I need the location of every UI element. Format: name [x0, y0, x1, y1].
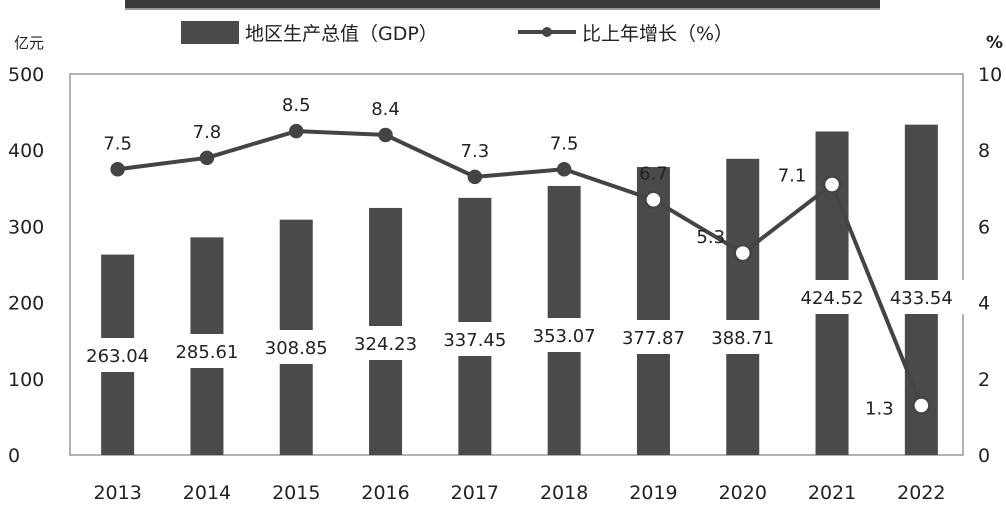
y-right-tick-label: 6 [978, 216, 990, 238]
line-value-label: 7.3 [461, 141, 490, 162]
line-point [199, 150, 215, 166]
line-value-label: 7.5 [103, 133, 132, 154]
y-left-tick-label: 400 [8, 140, 44, 162]
line-value-label: 7.8 [193, 122, 222, 143]
line-point [556, 162, 572, 177]
y-left-tick-label: 100 [8, 369, 44, 391]
x-tick-label: 2016 [361, 482, 409, 504]
legend-line-marker [542, 27, 552, 37]
legend: 地区生产总值（GDP） 比上年增长（%） [181, 21, 733, 45]
y-right-tick-label: 0 [978, 445, 990, 467]
growth-line [117, 129, 924, 407]
line-value-label: 8.4 [371, 99, 400, 120]
bar-label-box [878, 280, 965, 314]
y-axis-unit-right: % [986, 33, 1003, 53]
legend-bar-label: 地区生产总值（GDP） [245, 23, 438, 45]
line-value-label: 7.5 [550, 133, 579, 154]
x-axis-ticks: 2013 2014 2015 2016 2017 2018 2019 2020 2021 2022 [93, 482, 945, 504]
bar-value-label: 353.07 [533, 326, 596, 347]
bar-value-label: 285.61 [175, 342, 238, 363]
line-data-labels: 7.5 7.8 8.5 8.4 7.3 7.5 6.7 5.3 7.1 1.3 [103, 95, 893, 419]
y-axis-unit-left: 亿元 [14, 34, 44, 52]
x-tick-label: 2014 [183, 482, 231, 504]
line-series [110, 123, 931, 415]
bar-value-label: 424.52 [801, 288, 864, 309]
y-left-tick-label: 500 [8, 64, 44, 86]
plot-area-border [69, 73, 964, 456]
bar-value-label: 433.54 [890, 288, 953, 309]
bar-label-box [431, 322, 518, 356]
y-axis-left-ticks: 0 100 200 300 400 500 [8, 64, 44, 467]
x-tick-label: 2020 [719, 482, 767, 504]
legend-line-label: 比上年增长（%） [582, 23, 733, 45]
bar-label-box [521, 318, 608, 352]
line-value-label: 7.1 [778, 165, 807, 186]
line-value-label: 6.7 [639, 164, 668, 185]
bar-value-label: 263.04 [86, 346, 149, 367]
line-point [289, 123, 304, 139]
line-point [733, 243, 752, 263]
bar [636, 167, 670, 456]
bar-value-label: 377.87 [622, 328, 685, 349]
bar-value-label: 337.45 [443, 330, 506, 351]
x-tick-label: 2021 [808, 482, 856, 504]
y-right-tick-label: 8 [978, 140, 990, 162]
top-banner-strip [125, 0, 880, 10]
bar-label-box [699, 320, 786, 354]
line-point [644, 190, 663, 209]
bar-label-box [789, 280, 876, 314]
bar-value-label: 308.85 [265, 338, 328, 359]
bar-label-box [253, 330, 340, 364]
y-left-tick-label: 300 [8, 216, 44, 238]
bar [726, 158, 760, 455]
y-right-tick-label: 2 [978, 369, 990, 391]
line-value-label: 8.5 [282, 95, 311, 116]
line-point [912, 396, 931, 415]
line-point [110, 162, 125, 177]
bar-label-box [163, 334, 250, 368]
bar-label-box [610, 320, 697, 354]
bar-value-label: 324.23 [354, 334, 417, 355]
x-tick-label: 2022 [897, 482, 945, 504]
x-tick-label: 2018 [540, 482, 588, 504]
y-right-tick-label: 10 [978, 64, 1002, 86]
y-left-tick-label: 200 [8, 293, 44, 315]
x-tick-label: 2013 [93, 482, 141, 504]
x-tick-label: 2015 [272, 482, 320, 504]
line-point [822, 175, 842, 194]
legend-bar-swatch [181, 21, 239, 44]
bar-value-label: 388.71 [711, 328, 774, 349]
bar-label-box [342, 326, 429, 360]
line-point [378, 127, 393, 143]
bar-label-box [74, 338, 161, 372]
y-right-tick-label: 4 [978, 293, 990, 315]
x-tick-label: 2017 [451, 482, 499, 504]
line-value-label: 5.3 [696, 227, 725, 248]
y-axis-right-ticks: 0 2 4 6 8 10 [978, 64, 1002, 467]
line-point [467, 169, 483, 185]
line-value-label: 1.3 [865, 398, 894, 419]
bar-data-labels: 263.04 285.61 308.85 324.23 337.45 353.07 377.… [74, 280, 965, 372]
y-left-tick-label: 0 [8, 445, 20, 467]
x-tick-label: 2019 [629, 482, 677, 504]
